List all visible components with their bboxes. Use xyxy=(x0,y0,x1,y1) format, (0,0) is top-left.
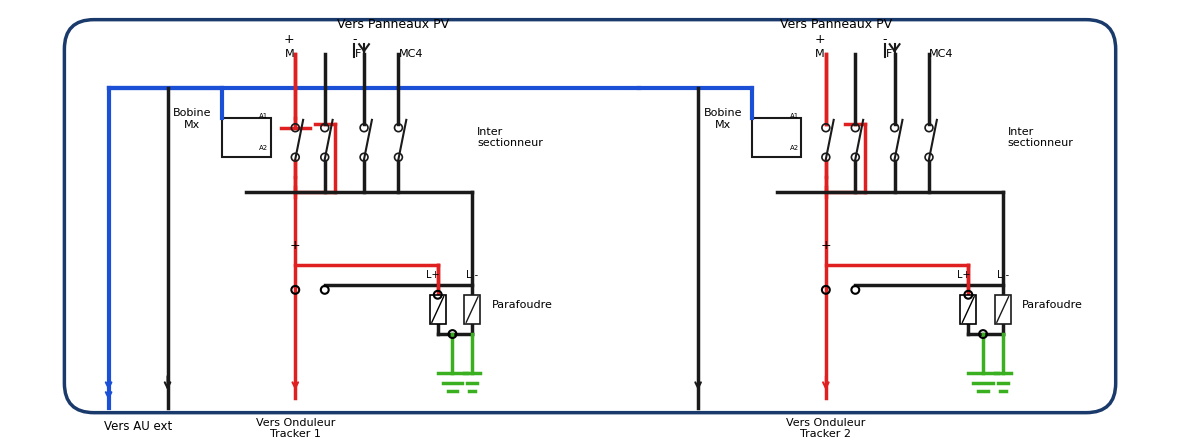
Text: Inter
sectionneur: Inter sectionneur xyxy=(477,127,543,148)
Text: A2: A2 xyxy=(259,145,268,152)
Bar xyxy=(464,295,480,324)
Text: Vers Panneaux PV: Vers Panneaux PV xyxy=(779,18,892,31)
Text: Vers AU ext: Vers AU ext xyxy=(104,420,172,432)
Bar xyxy=(430,295,445,324)
Text: L+: L+ xyxy=(426,270,439,280)
Text: Bobine
Mx: Bobine Mx xyxy=(173,108,212,130)
Text: F: F xyxy=(355,49,361,59)
Text: Bobine
Mx: Bobine Mx xyxy=(703,108,742,130)
Text: L -: L - xyxy=(997,270,1009,280)
Text: Vers Onduleur
Tracker 2: Vers Onduleur Tracker 2 xyxy=(786,418,866,439)
Text: Parafoudre: Parafoudre xyxy=(491,299,553,310)
Text: L+: L+ xyxy=(957,270,970,280)
Bar xyxy=(960,295,976,324)
Text: -: - xyxy=(352,33,356,46)
Text: L -: L - xyxy=(466,270,478,280)
Text: F: F xyxy=(886,49,892,59)
Text: Vers Onduleur
Tracker 1: Vers Onduleur Tracker 1 xyxy=(256,418,335,439)
Text: Inter
sectionneur: Inter sectionneur xyxy=(1008,127,1074,148)
Text: M: M xyxy=(815,49,825,59)
Text: +: + xyxy=(815,33,825,46)
Bar xyxy=(221,118,271,157)
Text: MC4: MC4 xyxy=(399,49,423,59)
FancyBboxPatch shape xyxy=(64,19,1115,413)
Bar xyxy=(995,295,1011,324)
Text: Vers Panneaux PV: Vers Panneaux PV xyxy=(337,18,450,31)
Bar xyxy=(752,118,802,157)
Text: +: + xyxy=(290,239,301,252)
Text: -: - xyxy=(882,33,887,46)
Text: A1: A1 xyxy=(790,113,799,119)
Text: +: + xyxy=(821,239,831,252)
Text: MC4: MC4 xyxy=(929,49,953,59)
Text: Parafoudre: Parafoudre xyxy=(1022,299,1083,310)
Text: A1: A1 xyxy=(259,113,268,119)
Text: A2: A2 xyxy=(790,145,799,152)
Text: M: M xyxy=(284,49,294,59)
Text: +: + xyxy=(284,33,295,46)
